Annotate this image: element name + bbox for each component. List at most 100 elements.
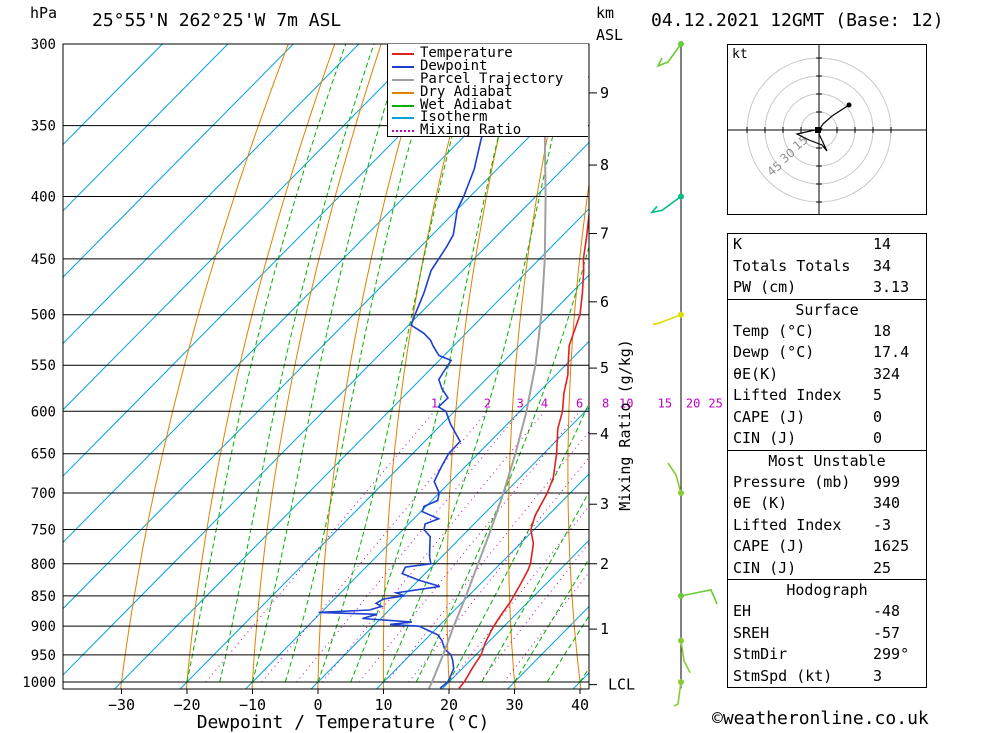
dry-adiabat-line bbox=[251, 44, 382, 689]
surface-row: Lifted Index 5 bbox=[728, 385, 926, 407]
mixing-ratio-label: 6 bbox=[576, 396, 583, 410]
x-axis-title: Dewpoint / Temperature (°C) bbox=[197, 712, 490, 733]
dry-adiabat-line bbox=[120, 44, 289, 689]
dry-adiabat-line bbox=[567, 180, 589, 689]
row-value: 17.4 bbox=[873, 343, 910, 361]
mixing-ratio-label: 4 bbox=[541, 396, 548, 410]
chart-legend: Temperature Dewpoint Parcel Trajectory Dry … bbox=[387, 44, 588, 137]
indices-table: K 14 Totals Totals 34 PW (cm) 3.13 Surface Te… bbox=[727, 233, 927, 688]
row-label: Lifted Index bbox=[733, 515, 842, 534]
row-value: -3 bbox=[873, 515, 892, 534]
wind-level-marker bbox=[678, 637, 684, 644]
pressure-tick-label: 600 bbox=[31, 404, 56, 420]
pressure-tick-label: 900 bbox=[31, 619, 56, 635]
row-value: 25 bbox=[873, 558, 892, 577]
legend-label: Wet Adiabat bbox=[420, 96, 513, 113]
pressure-tick-label: 1000 bbox=[22, 675, 56, 691]
temperature-tick-label: 20 bbox=[440, 696, 458, 714]
legend-entry: Isotherm bbox=[388, 111, 588, 124]
legend-label: Dewpoint bbox=[420, 57, 488, 74]
height-tick-label: 8 bbox=[600, 156, 609, 174]
pressure-tick-label: 750 bbox=[31, 523, 56, 539]
row-value: 5 bbox=[873, 386, 883, 404]
indices-section: K 14 Totals Totals 34 PW (cm) 3.13 bbox=[728, 234, 926, 300]
row-value: 1625 bbox=[873, 537, 910, 555]
most-unstable-row: Lifted Index -3 bbox=[728, 515, 926, 537]
wind-barb bbox=[673, 681, 682, 707]
hodograph-storm-marker bbox=[815, 127, 821, 133]
isotherm-line bbox=[310, 406, 589, 689]
height-tick-label: 7 bbox=[600, 225, 609, 243]
row-label: K bbox=[733, 235, 743, 253]
row-value: 324 bbox=[873, 364, 901, 383]
temperature-tick-label: 40 bbox=[571, 696, 589, 714]
dry-adiabat-line bbox=[317, 44, 429, 689]
mixing-ratio-line bbox=[408, 456, 589, 683]
isotherm-line bbox=[441, 539, 589, 689]
wet-adiabat-line bbox=[514, 557, 589, 683]
wet-adiabat-line bbox=[448, 402, 589, 683]
hodograph-table-section: Hodograph EH -48 SREH -57 StmDir 299° StmSpd (… bbox=[728, 580, 926, 687]
row-label: Lifted Index bbox=[733, 386, 842, 404]
legend-entry: Wet Adiabat bbox=[388, 96, 588, 113]
hodograph-table-row: StmDir 299° bbox=[728, 644, 926, 666]
indices-row: PW (cm) 3.13 bbox=[728, 277, 926, 299]
mixing-ratio-label: 20 bbox=[686, 396, 700, 410]
pressure-isobars bbox=[63, 43, 589, 683]
skewt-chart: 3003504004505005506006507007508008509009… bbox=[22, 37, 727, 733]
mixing-ratio-label: 25 bbox=[708, 396, 722, 410]
height-tick-label: 2 bbox=[600, 555, 609, 573]
legend-label: Parcel Trajectory bbox=[420, 70, 564, 87]
mixing-ratio-axis-title: Mixing Ratio (g/kg) bbox=[616, 339, 634, 511]
hodograph-table-row: EH -48 bbox=[728, 601, 926, 623]
location-title: 25°55'N 262°25'W 7m ASL bbox=[92, 10, 342, 31]
row-value: 18 bbox=[873, 321, 892, 340]
wet-adiabat-line bbox=[481, 490, 589, 683]
surface-row: CAPE (J) 0 bbox=[728, 407, 926, 429]
isotherm-line bbox=[639, 44, 727, 689]
most-unstable-row: Pressure (mb) 999 bbox=[728, 472, 926, 494]
isotherm-line bbox=[63, 44, 229, 212]
isotherm-line bbox=[572, 672, 589, 689]
legend-swatch bbox=[392, 78, 414, 81]
height-tick-label: 4 bbox=[600, 425, 609, 443]
row-value: 34 bbox=[873, 256, 892, 275]
mixing-ratio-label: 3 bbox=[517, 396, 524, 410]
pressure-unit-label: hPa bbox=[30, 4, 58, 22]
legend-swatch bbox=[392, 117, 414, 120]
isotherm-line bbox=[63, 44, 556, 544]
row-value: 3 bbox=[873, 666, 883, 685]
isotherm-line bbox=[63, 75, 589, 610]
isotherm-line bbox=[63, 44, 491, 477]
isotherm-line bbox=[114, 208, 589, 689]
pressure-tick-label: 850 bbox=[31, 589, 56, 605]
pressure-tick-label: 450 bbox=[31, 252, 56, 268]
credit-link[interactable]: ©weatheronline.co.uk bbox=[712, 708, 929, 729]
pressure-tick-label: 950 bbox=[31, 648, 56, 664]
row-value: 3.13 bbox=[873, 278, 910, 296]
row-value: 14 bbox=[873, 235, 892, 253]
legend-entry: Dry Adiabat bbox=[388, 85, 588, 99]
wind-barb bbox=[656, 43, 682, 68]
pressure-tick-label: 650 bbox=[31, 447, 56, 463]
row-label: Dewp (°C) bbox=[733, 343, 815, 361]
row-value: 999 bbox=[873, 472, 901, 491]
row-label: StmSpd (kt) bbox=[733, 666, 833, 685]
isotherm-line bbox=[63, 44, 294, 278]
sounding-series bbox=[318, 44, 589, 689]
isotherm-line bbox=[63, 44, 360, 345]
temperature-tick-label: 0 bbox=[313, 696, 322, 714]
pressure-tick-label: 800 bbox=[31, 557, 56, 573]
surface-row: Dewp (°C) 17.4 bbox=[728, 342, 926, 364]
row-label: PW (cm) bbox=[733, 278, 797, 296]
isotherm-line bbox=[376, 473, 589, 689]
wet-adiabat-line bbox=[284, 44, 439, 683]
row-label: StmDir bbox=[733, 645, 788, 663]
height-unit-label-km: km bbox=[596, 4, 615, 22]
pressure-tick-label: 300 bbox=[31, 37, 56, 53]
mixing-ratio-line bbox=[261, 410, 488, 683]
hodograph-top-point bbox=[846, 102, 852, 108]
row-value: 0 bbox=[873, 407, 883, 426]
row-label: CIN (J) bbox=[733, 558, 797, 577]
